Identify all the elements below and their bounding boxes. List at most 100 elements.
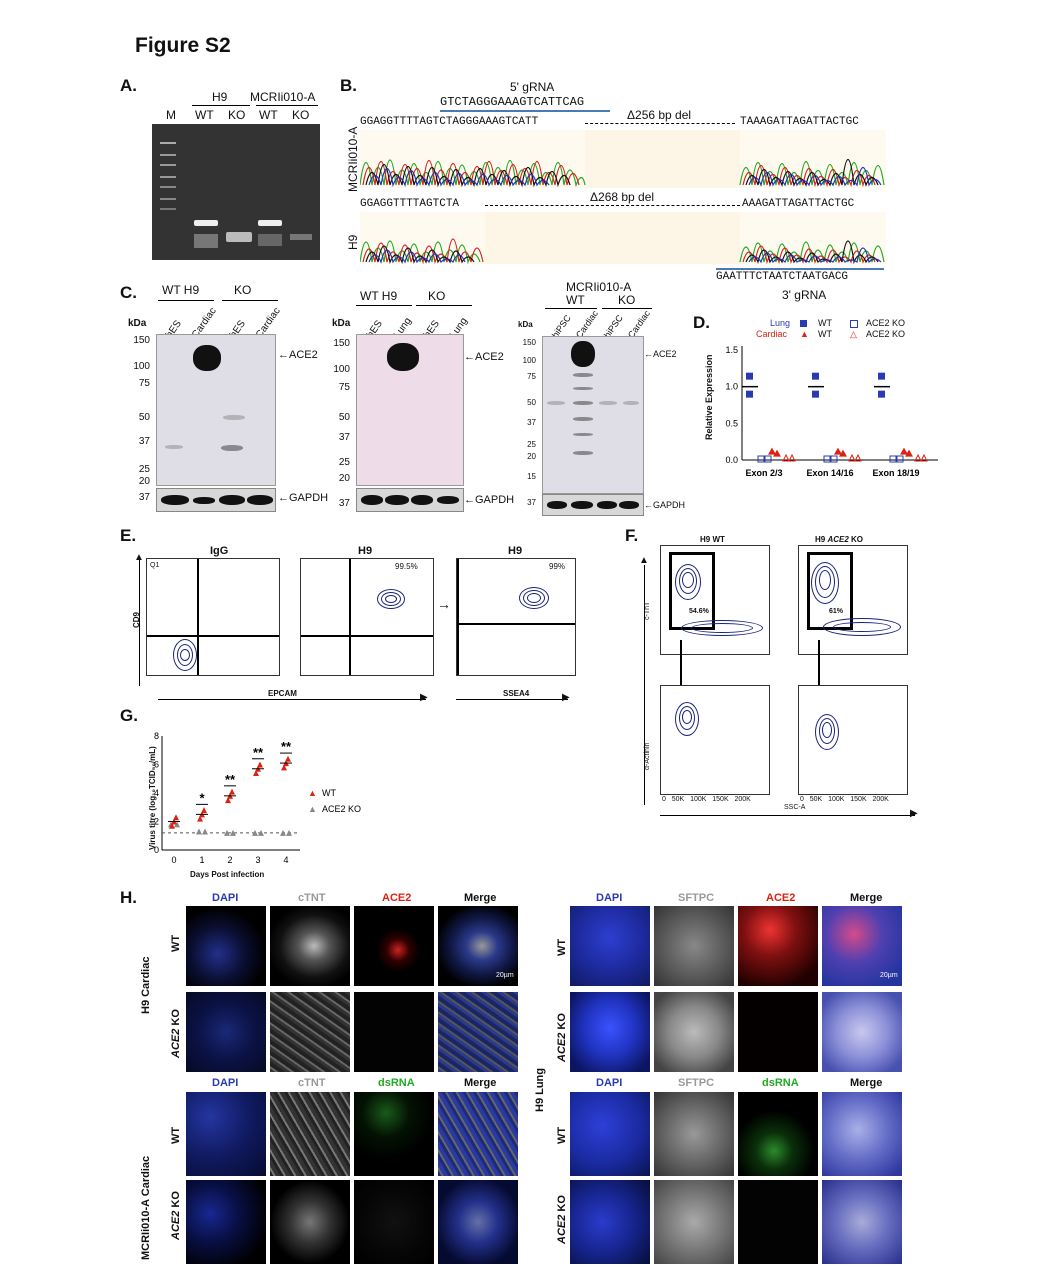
f-xticks1: 0 50K 100K 150K 200K (662, 796, 751, 803)
panel-d-label: D. (693, 313, 710, 332)
h-img-merge (822, 1180, 902, 1264)
h-rt-header-ace2: ACE2 (766, 892, 796, 904)
chart-d-point-cardiac-wt (834, 447, 842, 455)
h-img-dsrna (738, 1180, 818, 1264)
h-scale1: 20µm (496, 972, 514, 979)
legend-cardiac-wt-marker: ▲ (800, 329, 809, 339)
chart-g-significance: ** (281, 739, 292, 754)
chart-g-point-ko (280, 829, 286, 836)
blot3-gapdh (542, 494, 644, 516)
blot3-gapdh-tick: 37 (527, 498, 536, 507)
g-legend-ko: ACE2 KO (322, 804, 361, 814)
f-xtick: 0 (662, 796, 666, 803)
h-rb-row-ko-gene: ACE2 (556, 1214, 568, 1244)
h-rb-row-wt: WT (556, 1126, 568, 1144)
grna5-underline (440, 110, 610, 112)
chart-d-point-cardiac-wt (773, 449, 781, 457)
blot2-gapdh-tick: 37 (338, 498, 350, 509)
h-lt-header-dapi: DAPI (212, 892, 239, 904)
chart-d-point-cardiac-wt (768, 447, 776, 455)
chart-d-point-cardiac-wt (839, 449, 847, 457)
chart-g-point-wt (201, 807, 207, 814)
chart-g-point-wt (173, 814, 179, 821)
blot3-group0: MCRIi010-A (566, 280, 632, 294)
chart-d-point-lung-ko (764, 455, 772, 463)
h-img-sftpc (654, 1092, 734, 1176)
blot1-gapdh (156, 488, 276, 512)
f-gate-arrow2 (818, 640, 820, 690)
chromatogram-row2 (360, 212, 886, 264)
h-img-ctnt (270, 1092, 350, 1176)
h-lb-row-ko-gene: ACE2 (170, 1210, 182, 1240)
gel-lane-2: KO (228, 108, 246, 122)
panel-b-label: B. (340, 76, 357, 95)
chart-g-point-wt (229, 788, 235, 795)
h-lb-header-ctnt: cTNT (298, 1077, 326, 1089)
figure-title: Figure S2 (135, 34, 231, 57)
chart-g: 8 6 4 2 0 0 1 2 3 4 * ** ** ** ▲ WT ▲ AC… (154, 731, 361, 865)
h-rt-row-ko-gene: ACE2 (556, 1032, 568, 1062)
h-img-ctnt (270, 992, 350, 1072)
chart-d-point-cardiac-ko (854, 453, 862, 462)
legend-lung-ko-marker (850, 320, 858, 328)
h-group-h9-cardiac: H9 Cardiac (140, 956, 152, 1014)
row2-seq-right: AAAGATTAGATTACTGC (742, 198, 855, 210)
e-plot3-title: H9 (508, 545, 523, 557)
f-xaxis-arrowhead: ▶ (910, 808, 918, 819)
f-xticks2: 0 50K 100K 150K 200K (800, 796, 889, 803)
h-img-merge (438, 1180, 518, 1264)
chart-g-point-ko (230, 829, 236, 836)
h-img-merge (822, 1092, 902, 1176)
f-plot2: 61% (798, 545, 908, 655)
panel-e-label: E. (120, 526, 137, 545)
blot3-tick: 15 (527, 472, 536, 481)
f-plot4 (798, 685, 908, 795)
blot1-ace2-label: ACE2 (289, 349, 318, 361)
panel-f-label: F. (625, 526, 639, 545)
panel-a-label: A. (120, 76, 137, 95)
h-img-ace2 (738, 906, 818, 986)
e-plot1-title: IgG (210, 545, 229, 557)
h-rt-row-wt: WT (556, 938, 568, 956)
h-lt-row-ko-suffix: KO (170, 1009, 182, 1029)
h-lb-header-dsrna: dsRNA (378, 1077, 415, 1089)
chart-d-ytick: 1.0 (725, 382, 738, 392)
chart-d-xtick: Exon 18/19 (872, 468, 919, 478)
f-ylabel-bottom: α-Actinin (644, 742, 651, 770)
blot1-image (156, 334, 276, 486)
blot2-group2-line (416, 305, 472, 306)
f-xtick: 50K (671, 796, 685, 803)
blot1-tick: 100 (133, 361, 150, 372)
h-rb-header-dsrna: dsRNA (762, 1077, 799, 1089)
f-yaxis-line (644, 565, 645, 805)
chromatogram-row1 (360, 130, 886, 188)
f-xlabel: SSC-A (782, 804, 808, 811)
blot1-tick: 50 (138, 412, 150, 423)
f-xtick: 150K (850, 796, 867, 803)
f-xtick: 50K (809, 796, 823, 803)
f-col2: H9 ACE2 KO (815, 535, 863, 544)
e-xaxis1-line (158, 699, 426, 700)
blot1-group1-line (158, 300, 214, 301)
chart-g-point-ko (252, 829, 258, 836)
row1-del-label: Δ256 bp del (625, 108, 694, 122)
chart-d-point-lung-ko (896, 455, 904, 463)
h-rt-row-ko-suffix: KO (556, 1013, 568, 1033)
blot3-ace2-label: ACE2 (653, 349, 677, 359)
h-img-dsrna (354, 1180, 434, 1264)
blot1-tick: 37 (138, 436, 150, 447)
e-xaxis2-arrowhead: ▶ (562, 692, 570, 703)
gel-group-mcr-line (256, 105, 318, 106)
h-img-dapi (186, 992, 266, 1072)
blot3-tick: 100 (522, 356, 536, 365)
h-lb-header-merge: Merge (464, 1077, 497, 1089)
chart-d-ytick: 0.0 (725, 455, 738, 465)
g-xlabel: Days Post infection (190, 870, 265, 879)
row2-del-line (485, 205, 740, 206)
blot3-tick: 25 (527, 440, 536, 449)
h-img-dsrna (738, 1092, 818, 1176)
g-legend-ko-marker: ▲ (308, 804, 317, 814)
h-rb-row-ko-suffix: KO (556, 1195, 568, 1215)
blot3-group1-line (545, 308, 597, 309)
blot1-tick: 150 (133, 335, 150, 346)
